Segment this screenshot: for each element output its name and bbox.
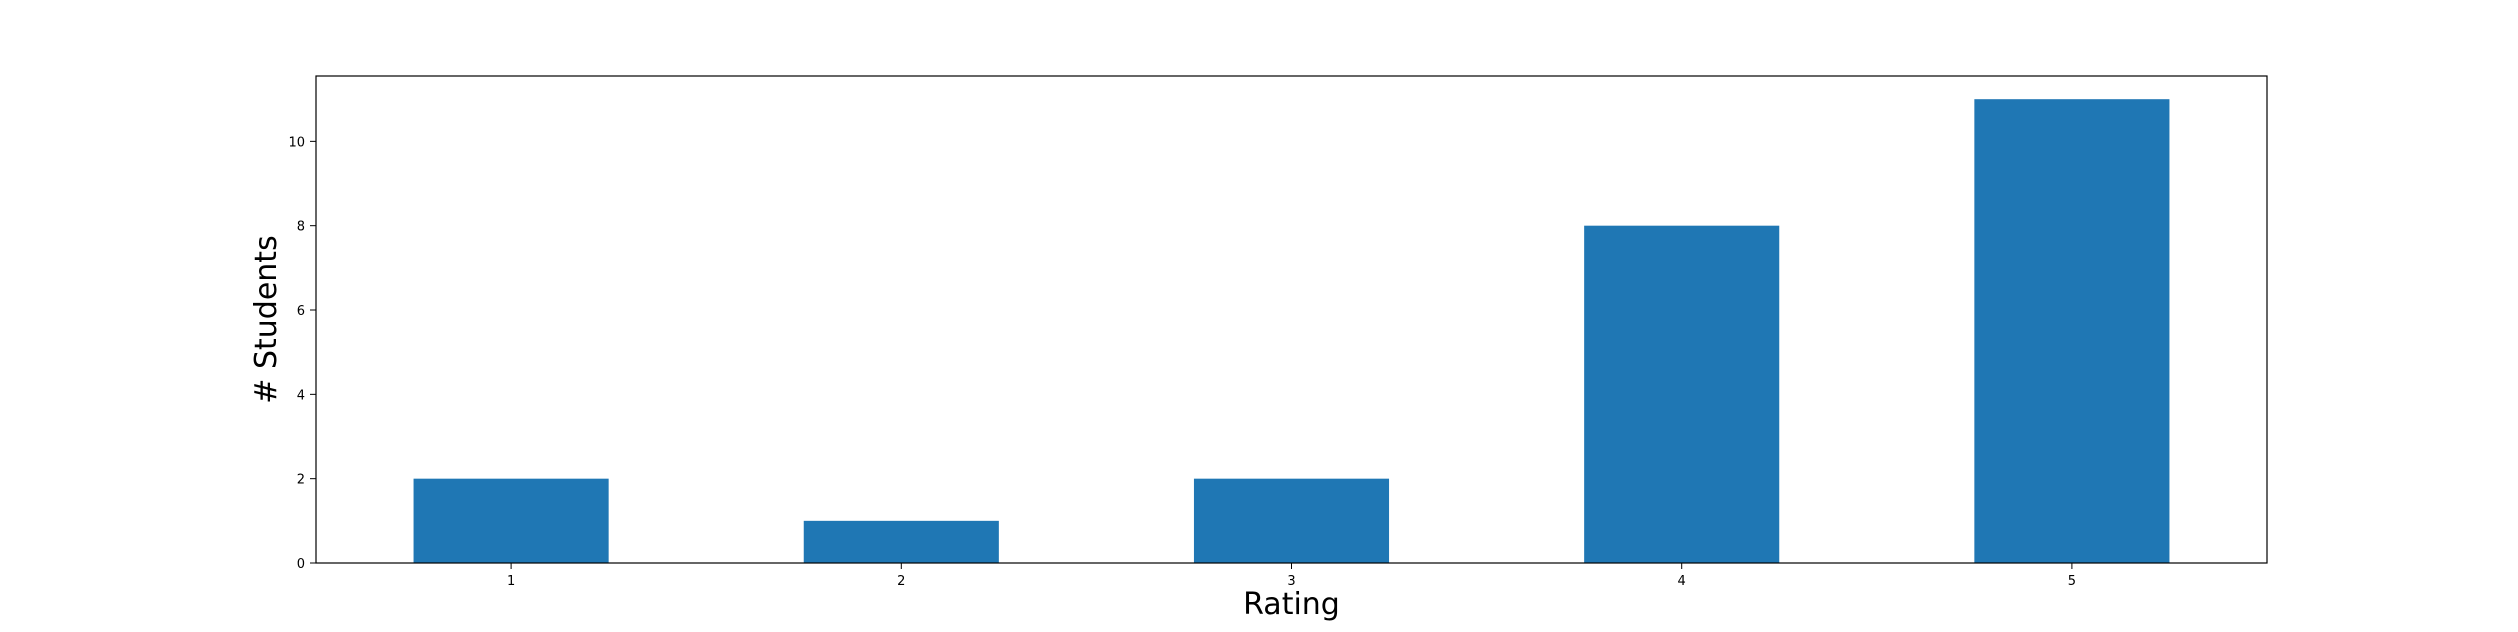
y-tick-label: 4 (297, 388, 305, 403)
x-tick-label: 2 (897, 574, 905, 589)
bars-layer (413, 99, 2170, 564)
y-axis-ticks: 0 2 4 6 8 10 (288, 135, 316, 572)
y-tick-label: 10 (288, 135, 305, 150)
bar-rating-3 (1193, 478, 1390, 563)
y-tick-label: 2 (297, 473, 305, 488)
y-tick-label: 6 (297, 304, 305, 319)
bar-rating-4 (1584, 225, 1780, 564)
x-tick-label: 4 (1678, 574, 1686, 589)
x-axis-label: Rating (1243, 587, 1340, 622)
x-tick-label: 5 (2068, 574, 2076, 589)
y-axis-label: # Students (249, 235, 284, 403)
x-axis-ticks: 1 2 3 4 5 (507, 563, 2076, 589)
x-tick-label: 3 (1287, 574, 1295, 589)
bar-rating-1 (413, 478, 609, 563)
bar-rating-5 (1974, 99, 2170, 563)
y-tick-label: 8 (297, 220, 305, 235)
x-tick-label: 1 (507, 574, 515, 589)
y-tick-label: 0 (297, 557, 305, 572)
bar-rating-2 (803, 520, 999, 563)
